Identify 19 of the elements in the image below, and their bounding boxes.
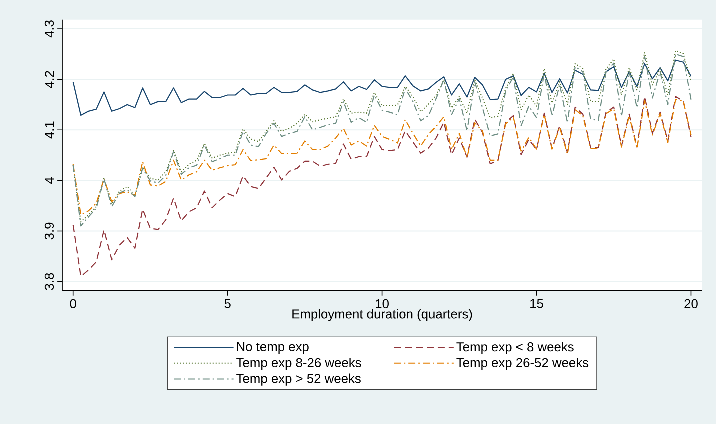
legend-label: Temp exp 8-26 weeks [236,358,362,370]
x-tick-label: 20 [684,299,698,308]
y-tick-label: 3.9 [44,222,54,240]
line-series [72,60,692,116]
y-tick-label: 4.1 [45,122,54,139]
x-tick-label: 0 [70,299,76,308]
y-tick-label: 3.8 [44,273,54,290]
legend-label: Temp exp < 8 weeks [456,342,574,354]
x-tick-label: 10 [376,299,389,308]
y-tick-label: 4 [45,177,54,184]
y-tick-label: 4.2 [45,71,54,88]
legend-label: No temp exp [237,342,309,354]
x-tick-label: 15 [530,299,544,308]
x-axis-title: Employment duration (quarters) [292,309,472,322]
legend-label: Temp exp > 52 weeks [236,374,361,386]
legend-label: Temp exp 26-52 weeks [456,358,589,370]
line-series [72,99,692,216]
y-tick-label: 4.3 [44,20,54,38]
x-tick-label: 5 [224,299,231,308]
